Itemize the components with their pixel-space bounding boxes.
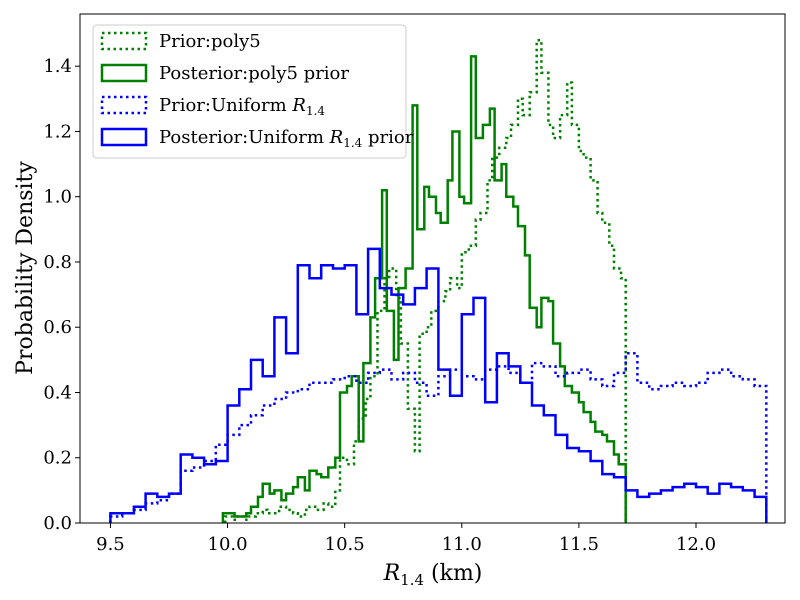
legend-label-prior-uniform: Prior:Uniform R1.4 (159, 95, 325, 118)
y-tick-label: 0.2 (43, 448, 72, 469)
y-axis-ticks: 0.0 0.2 0.4 0.6 0.8 1.0 1.2 1.4 (43, 56, 80, 534)
series-line-prior-uniform-r1-4 (109, 352, 768, 523)
y-axis-label: Probability Density (13, 161, 38, 375)
x-tick-label: 11.0 (442, 534, 482, 555)
x-axis-label-subscript: 1.4 (400, 571, 424, 589)
axes-frame (79, 13, 786, 524)
x-axis-ticks: 9.5 10.0 10.5 11.0 11.5 12.0 (96, 523, 716, 555)
series-line-posterior-poly5-prior (221, 55, 627, 523)
legend-swatch-posterior-poly5 (100, 63, 148, 83)
y-tick-label: 0.6 (43, 317, 72, 338)
series-line-prior-poly5 (223, 38, 627, 523)
y-tick-label: 1.0 (43, 187, 72, 208)
x-axis-label-symbol: R (383, 561, 401, 586)
y-tick-label: 0.8 (43, 252, 72, 273)
x-tick-label: 10.5 (325, 534, 365, 555)
legend-label-posterior-uniform: Posterior:Uniform R1.4 prior (159, 127, 414, 150)
y-tick-label: 0.4 (43, 382, 72, 403)
x-tick-label: 11.5 (559, 534, 599, 555)
legend-swatch-posterior-uniform (100, 127, 148, 147)
plot-area (109, 38, 768, 523)
legend: Prior:poly5 Posterior:poly5 prior Prior:… (92, 24, 414, 159)
y-tick-label: 1.2 (43, 121, 72, 142)
y-tick-label: 0.0 (43, 513, 72, 534)
x-axis-label-unit: (km) (424, 561, 482, 586)
x-tick-label: 10.0 (208, 534, 248, 555)
legend-box (92, 24, 407, 159)
x-tick-label: 12.0 (676, 534, 716, 555)
x-tick-label: 9.5 (96, 534, 125, 555)
legend-label-prior-poly5: Prior:poly5 (159, 31, 261, 52)
x-axis-label: R1.4 (km) (383, 561, 483, 589)
series-line-posterior-uniform-r1-4-prior (109, 247, 768, 523)
y-tick-label: 1.4 (43, 56, 72, 77)
legend-label-posterior-poly5: Posterior:poly5 prior (159, 63, 349, 84)
